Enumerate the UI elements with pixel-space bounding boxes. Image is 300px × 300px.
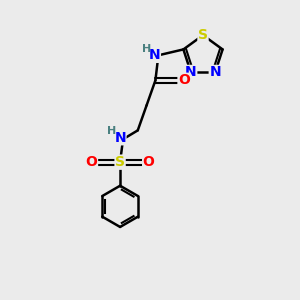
Text: H: H [107,126,116,136]
Text: O: O [178,73,190,87]
Text: O: O [85,155,98,169]
Text: N: N [149,48,161,62]
Text: N: N [185,65,197,80]
Text: N: N [209,65,221,80]
Text: H: H [142,44,151,54]
Text: N: N [114,131,126,145]
Text: S: S [115,155,125,169]
Text: S: S [198,28,208,42]
Text: O: O [143,155,154,169]
